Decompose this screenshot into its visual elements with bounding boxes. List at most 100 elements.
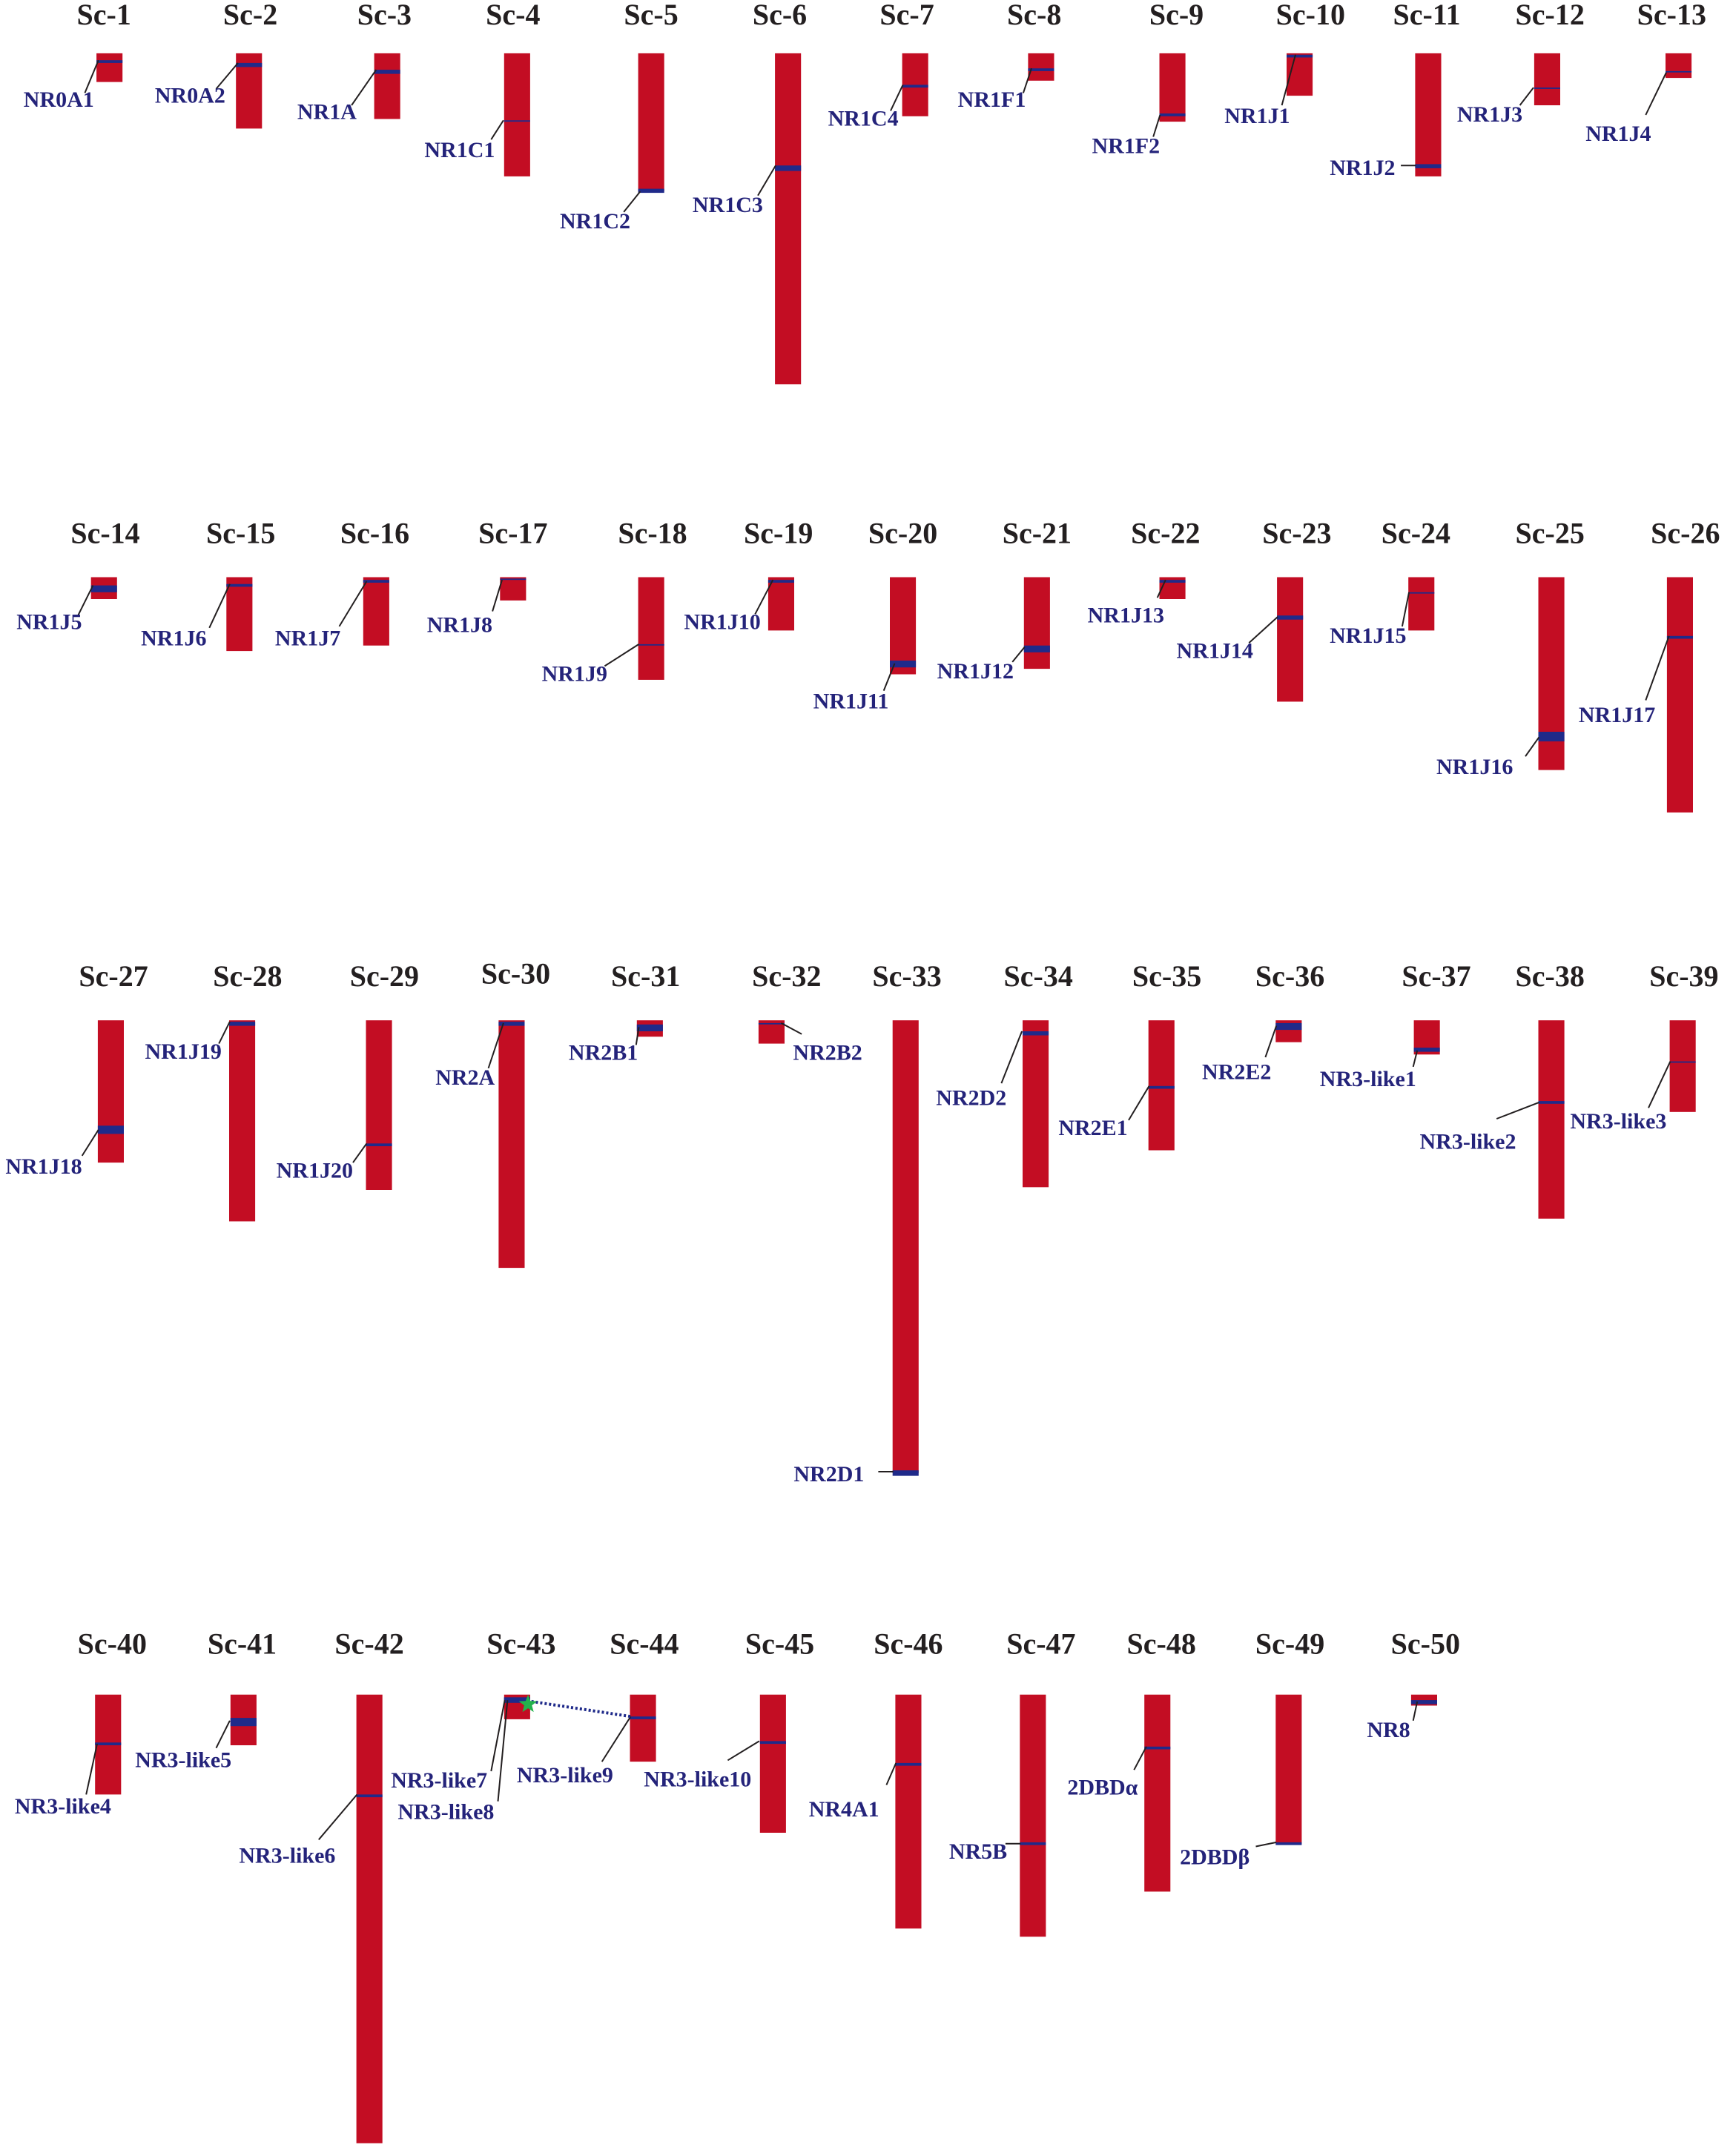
scaffold-bar <box>1669 1020 1696 1112</box>
gene-mark-nr8 <box>1410 1700 1437 1704</box>
scaffold-sc-45: Sc-45 NR3-like10 <box>644 1627 814 1833</box>
scaffold-bar <box>500 577 526 601</box>
gene-mark-nr2a <box>498 1022 525 1026</box>
gene-mark-nr1c1 <box>504 120 530 122</box>
gene-leader-line <box>1519 87 1534 106</box>
scaffold-label: Sc-1 <box>77 0 131 31</box>
gene-label-nr1a: NR1A <box>297 100 357 125</box>
gene-mark-nr1a <box>374 70 400 74</box>
gene-label-nr1j2: NR1J2 <box>1330 156 1395 180</box>
gene-leader-line <box>77 585 94 616</box>
gene-leader-line <box>885 1762 897 1785</box>
scaffold-label: Sc-23 <box>1262 516 1331 549</box>
scaffold-sc-37: Sc-37 NR3-like1 <box>1320 959 1471 1091</box>
star-icon <box>518 1694 538 1713</box>
gene-mark-nr0a2 <box>236 62 263 67</box>
gene-label-nr8: NR8 <box>1367 1718 1410 1742</box>
gene-label-nr3-like4: NR3-like4 <box>15 1794 111 1819</box>
scaffold-sc-41: Sc-41 NR3-like5 <box>135 1627 277 1772</box>
scaffold-sc-6: Sc-6 NR1C3 <box>693 0 807 385</box>
gene-leader-line <box>497 1700 509 1802</box>
gene-label-nr1c1: NR1C1 <box>424 138 495 162</box>
scaffold-label: Sc-15 <box>206 516 275 549</box>
gene-label-nr1f2: NR1F2 <box>1092 134 1160 159</box>
scaffold-bar <box>638 577 664 680</box>
scaffold-bar <box>96 53 123 82</box>
scaffold-sc-43: Sc-43 NR3-like7 NR3-like8 <box>391 1627 555 1824</box>
scaffold-sc-7: Sc-7 NR1C4 <box>828 0 934 131</box>
scaffold-label: Sc-16 <box>340 516 409 549</box>
gene-leader-line <box>1156 579 1166 598</box>
scaffold-sc-31: Sc-31 NR2B1 <box>569 959 680 1065</box>
gene-mark-nr2b2 <box>758 1022 785 1025</box>
gene-mark-nr1c4 <box>902 85 928 88</box>
scaffold-bar <box>895 1694 922 1929</box>
scaffold-sc-13: Sc-13 NR1J4 <box>1585 0 1706 146</box>
gene-leader-line <box>754 579 774 615</box>
gene-leader-line <box>623 191 641 213</box>
gene-mark-2dbd- <box>1275 1842 1302 1845</box>
scaffold-bar <box>1144 1694 1171 1892</box>
gene-mark-nr1j12 <box>1023 645 1050 652</box>
scaffold-sc-42: Sc-42 NR3-like6 <box>239 1627 404 2143</box>
gene-mark-nr1c3 <box>775 165 802 171</box>
scaffold-bar <box>902 53 928 116</box>
scaffold-sc-33: Sc-33 NR2D1 <box>793 959 941 1487</box>
gene-leader-line <box>604 644 640 667</box>
scaffold-sc-11: Sc-11 NR1J2 <box>1330 0 1460 180</box>
gene-label-nr3-like9: NR3-like9 <box>517 1763 613 1788</box>
gene-label-nr1j18: NR1J18 <box>5 1154 82 1179</box>
scaffold-bar <box>1275 1694 1302 1844</box>
scaffold-sc-46: Sc-46 NR4A1 <box>809 1627 943 1929</box>
scaffold-bar <box>1277 577 1304 702</box>
gene-label-nr2d2: NR2D2 <box>936 1086 1006 1111</box>
gene-label-nr3-like8: NR3-like8 <box>397 1800 494 1825</box>
scaffold-bar <box>97 1020 124 1163</box>
scaffold-label: Sc-12 <box>1516 0 1585 31</box>
gene-mark-nr1j1 <box>1287 54 1313 58</box>
scaffold-label: Sc-2 <box>223 0 277 31</box>
gene-label-nr2e2: NR2E2 <box>1202 1060 1271 1085</box>
gene-label-nr4a1: NR4A1 <box>809 1797 879 1822</box>
scaffold-label: Sc-18 <box>618 516 687 549</box>
scaffold-sc-8: Sc-8 NR1F1 <box>958 0 1062 112</box>
scaffold-label: Sc-29 <box>350 959 419 993</box>
gene-label-nr1c2: NR1C2 <box>560 209 630 234</box>
scaffold-bar <box>226 577 253 652</box>
scaffold-bar <box>1023 1020 1049 1188</box>
gene-mark-nr3-like5 <box>230 1718 257 1727</box>
duplication-link <box>518 1694 631 1719</box>
scaffold-label: Sc-30 <box>481 956 550 990</box>
scaffold-label: Sc-14 <box>70 516 139 549</box>
gene-mark-nr1j5 <box>90 585 117 592</box>
scaffold-sc-15: Sc-15 NR1J6 <box>141 516 275 652</box>
scaffold-sc-34: Sc-34 NR2D2 <box>936 959 1073 1188</box>
gene-leader-line <box>635 1027 640 1045</box>
gene-label-nr1j19: NR1J19 <box>145 1039 222 1064</box>
scaffold-label: Sc-34 <box>1004 959 1073 993</box>
scaffold-sc-30: Sc-30 NR2A <box>435 956 550 1269</box>
scaffold-bar <box>374 53 400 119</box>
gene-leader-line <box>1011 646 1026 663</box>
scaffold-sc-25: Sc-25 NR1J16 <box>1436 516 1585 779</box>
scaffold-sc-32: Sc-32 NR2B2 <box>752 959 862 1065</box>
scaffold-sc-28: Sc-28 NR1J19 <box>145 959 283 1222</box>
scaffold-label: Sc-41 <box>208 1627 277 1660</box>
gene-leader-line <box>1152 114 1161 137</box>
scaffold-label: Sc-22 <box>1131 516 1200 549</box>
scaffold-label: Sc-36 <box>1255 959 1324 993</box>
gene-leader-line <box>882 663 896 691</box>
scaffold-sc-49: Sc-49 2DBDβ <box>1180 1627 1324 1869</box>
scaffold-label: Sc-21 <box>1003 516 1072 549</box>
scaffold-label: Sc-4 <box>486 0 540 31</box>
gene-label-nr1j12: NR1J12 <box>937 659 1014 684</box>
scaffold-label: Sc-28 <box>213 959 282 993</box>
scaffold-sc-16: Sc-16 NR1J7 <box>275 516 409 650</box>
gene-label-nr3-like5: NR3-like5 <box>135 1748 231 1773</box>
gene-leader-line <box>218 1021 231 1045</box>
scaffold-label: Sc-9 <box>1149 0 1204 31</box>
gene-label-nr1j20: NR1J20 <box>277 1158 353 1183</box>
scaffold-bar <box>229 1020 256 1222</box>
scaffold-bar <box>1287 53 1313 96</box>
